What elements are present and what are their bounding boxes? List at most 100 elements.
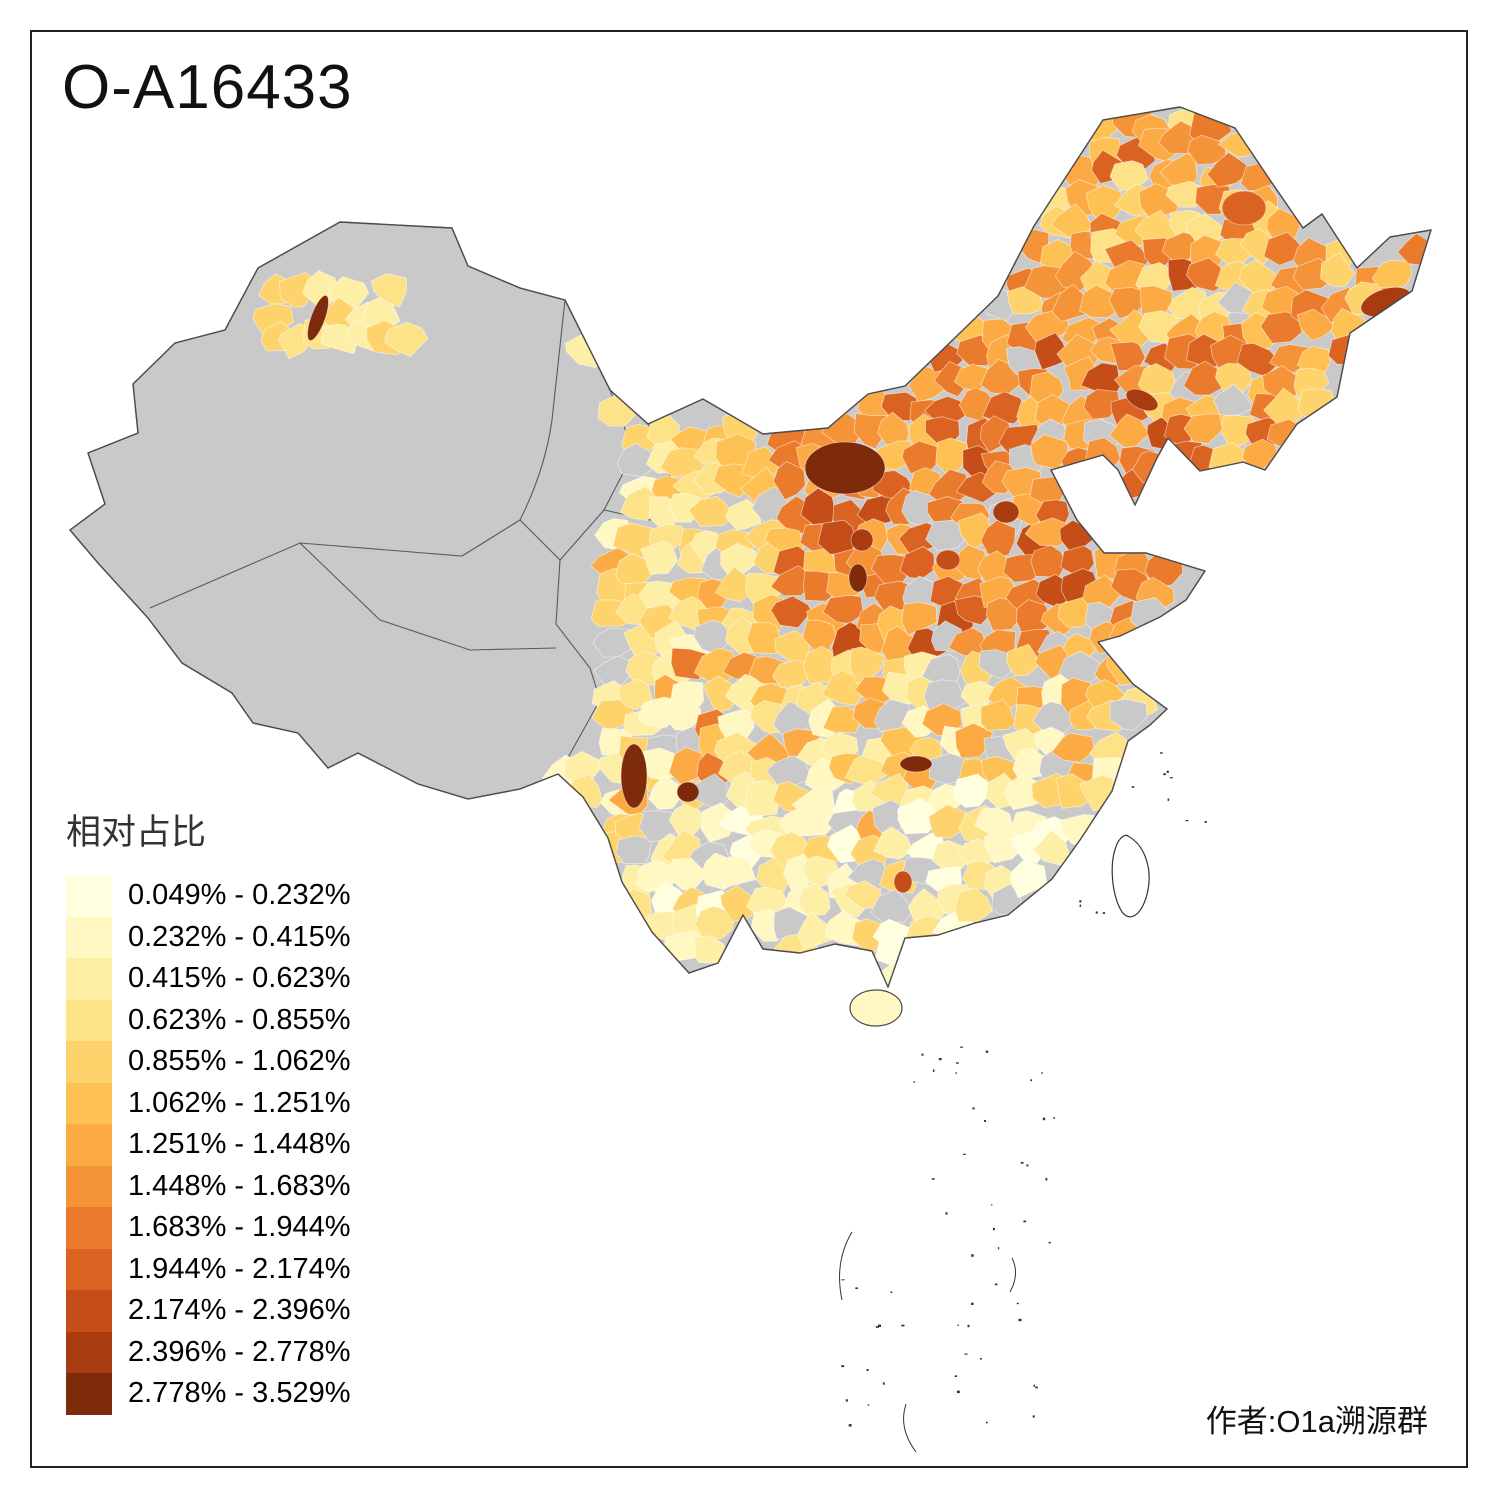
taiwan-island	[1111, 834, 1150, 918]
map-region-cell	[1183, 413, 1224, 445]
island-dot	[985, 1050, 989, 1053]
map-region-cell	[798, 882, 831, 917]
legend-swatch	[66, 1041, 112, 1083]
map-region-cell	[687, 495, 735, 528]
map-region-cell	[618, 678, 653, 710]
dark-region	[935, 549, 961, 571]
map-region-cell	[981, 391, 1026, 425]
map-region-cell	[770, 595, 813, 629]
legend-item: 1.448% - 1.683%	[66, 1165, 351, 1207]
map-region-cell	[954, 887, 994, 923]
island-dot	[1102, 912, 1106, 914]
island-dot	[901, 1324, 905, 1327]
island-dot	[960, 1046, 963, 1048]
legend-swatch	[66, 999, 112, 1041]
island-dot	[1030, 1079, 1032, 1082]
legend-item: 0.855% - 1.062%	[66, 1041, 350, 1083]
island-dot	[1018, 1318, 1022, 1322]
map-region-cell	[980, 519, 1016, 561]
legend-swatch	[66, 1124, 112, 1166]
map-region-cell	[853, 412, 889, 450]
legend-swatch	[66, 875, 112, 917]
south-china-sea-islands	[839, 752, 1207, 1453]
island-dot	[1041, 1072, 1043, 1074]
island-dot	[890, 1291, 893, 1293]
island-dot	[932, 1069, 935, 1072]
island-dot	[994, 1283, 998, 1286]
legend-item: 1.944% - 2.174%	[66, 1248, 351, 1290]
dark-region	[1221, 190, 1267, 226]
map-region-cell	[593, 655, 635, 686]
legend-label: 0.623% - 0.855%	[128, 1003, 351, 1036]
mainland-outline	[69, 106, 1432, 988]
island-dot	[997, 1247, 1000, 1250]
island-dot	[972, 1107, 975, 1110]
island-dot	[971, 1302, 974, 1305]
dark-region	[1125, 388, 1159, 412]
island-dot	[1035, 1386, 1038, 1389]
island-dot	[985, 1421, 988, 1424]
island-dot	[1048, 1241, 1051, 1244]
map-region-cell	[822, 594, 864, 625]
legend-swatch	[66, 1082, 112, 1124]
island-dot	[938, 1058, 942, 1061]
island-dot	[1079, 904, 1082, 907]
legend-swatch	[66, 958, 112, 1000]
map-region-cell	[1206, 151, 1252, 188]
dark-region	[893, 870, 913, 894]
island-dot	[971, 1254, 974, 1257]
island-dot	[963, 1153, 966, 1155]
legend-label: 1.448% - 1.683%	[128, 1169, 351, 1202]
legend-swatch	[66, 1290, 112, 1332]
legend-item: 2.396% - 2.778%	[66, 1331, 350, 1373]
dark-region	[804, 441, 886, 495]
island-dot	[1032, 1415, 1035, 1418]
legend-item: 1.683% - 1.944%	[66, 1207, 350, 1249]
legend-swatch	[66, 1373, 112, 1415]
island-dot	[1020, 1161, 1024, 1164]
map-region-cell	[615, 835, 652, 865]
island-dot	[855, 1287, 858, 1289]
island-dot	[992, 1227, 995, 1231]
map-region-cell	[717, 855, 757, 889]
legend-swatch	[66, 916, 112, 958]
island-dot	[980, 1358, 982, 1360]
island-dot	[841, 1365, 845, 1368]
map-title: O-A16433	[62, 53, 353, 122]
map-region-cell	[1005, 643, 1040, 677]
map-region-cell	[773, 461, 806, 501]
map-region-cell	[797, 911, 834, 950]
prefecture-cells	[252, 107, 1431, 987]
dark-region-hotspots	[307, 190, 1412, 894]
legend-items: 0.049% - 0.232% 0.232% - 0.415% 0.415% - 0…	[66, 875, 350, 1415]
legend-label: 1.251% - 1.448%	[128, 1128, 351, 1161]
island-dot	[1026, 1164, 1029, 1167]
dark-region	[899, 755, 933, 773]
island-dot	[1053, 1117, 1055, 1119]
island-arc	[903, 1403, 917, 1453]
island-dot	[967, 1324, 970, 1328]
map-region-cell	[954, 722, 994, 759]
legend-label: 0.415% - 0.623%	[128, 962, 351, 995]
map-region-cell	[928, 804, 966, 839]
island-dot	[955, 1072, 957, 1074]
island-dot	[931, 1178, 935, 1180]
map-region-cell	[1009, 860, 1048, 899]
island-dot	[841, 1279, 845, 1281]
island-dot	[1131, 786, 1135, 788]
legend-title: 相对占比	[66, 813, 207, 852]
legend-item: 0.623% - 0.855%	[66, 999, 351, 1041]
map-region-cell	[1320, 251, 1356, 288]
island-dot	[1185, 820, 1189, 822]
dark-region	[676, 781, 700, 803]
map-region-cell	[700, 802, 733, 843]
island-dot	[1095, 911, 1098, 914]
island-arc	[1009, 1257, 1016, 1293]
island-dot	[882, 1382, 885, 1385]
legend-item: 0.049% - 0.232%	[66, 875, 350, 917]
island-dot	[867, 1404, 870, 1406]
legend-item: 2.174% - 2.396%	[66, 1290, 350, 1332]
legend-label: 1.944% - 2.174%	[128, 1252, 351, 1285]
island-dot	[957, 1390, 960, 1394]
